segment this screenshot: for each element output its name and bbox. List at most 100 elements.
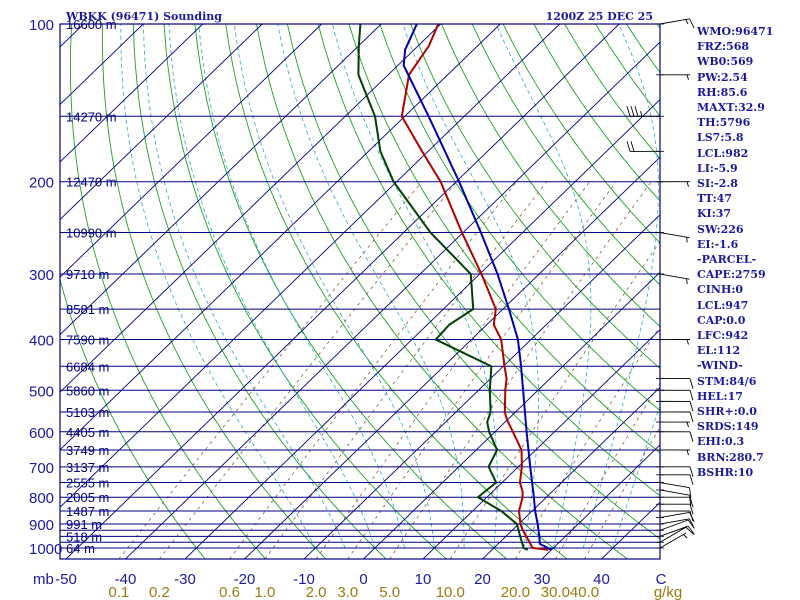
- dry-adiabat-line: [317, 24, 660, 497]
- index-row: WB0:569: [697, 55, 754, 69]
- barb-feather: [689, 495, 692, 506]
- barb-half-feather: [686, 237, 688, 243]
- barb-staff: [659, 18, 690, 25]
- barb-staff: [659, 526, 687, 543]
- height-label: 518 m: [66, 529, 102, 544]
- height-label: 1487 m: [66, 504, 109, 519]
- barb-half-feather: [685, 19, 689, 25]
- index-row: WMO:96471: [697, 25, 774, 38]
- dry-adiabat-line: [379, 24, 660, 412]
- plot-frame: [59, 23, 661, 560]
- height-label: 7590 m: [66, 333, 109, 348]
- mixing-ratio-line: [264, 181, 547, 559]
- wind-barb: [656, 431, 694, 442]
- wind-barb: [656, 496, 694, 508]
- height-label: 14270 m: [66, 109, 117, 124]
- wind-barb: [656, 18, 695, 29]
- isotherm-line: [60, 24, 263, 221]
- mixing-ratio-line: [229, 181, 517, 559]
- barb-staff: [659, 489, 690, 496]
- isotherm-line: [65, 24, 620, 559]
- index-row: FRZ:568: [697, 40, 750, 54]
- isotherm-line: [60, 24, 382, 336]
- mixing-ratio-label: 30.0: [541, 584, 570, 600]
- barb-feather: [630, 106, 635, 117]
- mixing-ratio-line: [315, 181, 590, 559]
- temperature-tick-label: C: [656, 571, 667, 588]
- dry-adiabat-line: [225, 24, 568, 559]
- height-label: 9710 m: [66, 267, 109, 282]
- barb-half-feather: [686, 339, 689, 345]
- dry-adiabat-line: [101, 24, 327, 559]
- barb-staff: [659, 511, 690, 519]
- mixing-ratio-label: 0.2: [149, 584, 170, 600]
- height-label: 6684 m: [66, 359, 109, 374]
- wind-barb: [656, 489, 692, 506]
- temperature-tick-label: 20: [474, 571, 491, 588]
- dewpoint-line: [357, 24, 529, 551]
- height-label: 16600 m: [66, 17, 117, 32]
- isotherm-line: [60, 24, 204, 163]
- index-row: KI:37: [697, 207, 732, 221]
- pressure-label: 400: [29, 333, 54, 350]
- barb-staff: [659, 482, 690, 489]
- index-row: SI:-2.8: [697, 177, 738, 191]
- barb-staff: [659, 532, 687, 549]
- barb-feather: [689, 401, 694, 412]
- index-row: SHR+:0.0: [697, 405, 757, 419]
- mixing-ratio-unit: g/kg: [654, 584, 682, 600]
- wind-barb: [656, 411, 694, 423]
- index-row: LCL:947: [697, 298, 749, 312]
- height-label: 3137 m: [66, 460, 109, 475]
- pressure-label: 800: [29, 490, 54, 507]
- isotherm-line: [303, 214, 660, 559]
- mixing-ratio-label: 20.0: [501, 584, 530, 600]
- index-row: TH:5796: [697, 116, 751, 130]
- wind-barb: [656, 474, 694, 485]
- index-row: STM:84/6: [697, 374, 757, 388]
- height-label: 2005 m: [66, 490, 109, 505]
- moist-adiabat-line: [168, 24, 376, 549]
- dry-adiabat-line: [502, 24, 660, 244]
- pressure-label: 1000: [29, 541, 62, 558]
- pressure-label: 600: [29, 425, 54, 442]
- dry-adiabat-line: [471, 24, 660, 286]
- pressure-label: 900: [29, 517, 54, 534]
- station-title: WBKK (96471) Sounding: [65, 10, 222, 23]
- barb-feather: [626, 106, 631, 117]
- temperature-tick-label: -50: [55, 571, 77, 588]
- barb-feather: [689, 510, 694, 522]
- index-row: -PARCEL-: [697, 253, 757, 267]
- moist-adiabat-line: [277, 24, 465, 548]
- barb-half-feather: [686, 278, 688, 284]
- temperature-line: [400, 24, 549, 551]
- isotherm-line: [125, 41, 660, 559]
- pressure-label: 200: [29, 175, 54, 192]
- barb-half-feather: [686, 74, 689, 80]
- pressure-label: 300: [29, 267, 54, 284]
- height-label: 3749 m: [66, 443, 109, 458]
- wind-barb: [656, 466, 694, 477]
- wind-barb: [656, 449, 691, 456]
- barb-staff: [659, 525, 689, 537]
- dry-adiabat-line: [163, 24, 447, 559]
- index-row: SRDS:149: [697, 420, 759, 434]
- mixing-ratio-line: [159, 181, 458, 559]
- isotherm-line: [60, 24, 442, 393]
- height-label: 5860 m: [66, 383, 109, 398]
- barb-feather: [689, 466, 694, 477]
- barb-feather: [689, 411, 694, 423]
- height-label: 8581 m: [66, 302, 109, 317]
- height-label: 64 m: [66, 541, 95, 556]
- dry-adiabat-line: [256, 24, 628, 559]
- temperature-tick-label: 30: [534, 571, 551, 588]
- wind-barb: [656, 525, 695, 537]
- index-row: HEL:17: [697, 389, 743, 403]
- barb-half-feather: [686, 181, 689, 187]
- barb-feather: [689, 18, 695, 29]
- isotherm-line: [60, 24, 323, 278]
- wind-barb: [656, 400, 694, 412]
- barb-half-feather: [683, 534, 688, 539]
